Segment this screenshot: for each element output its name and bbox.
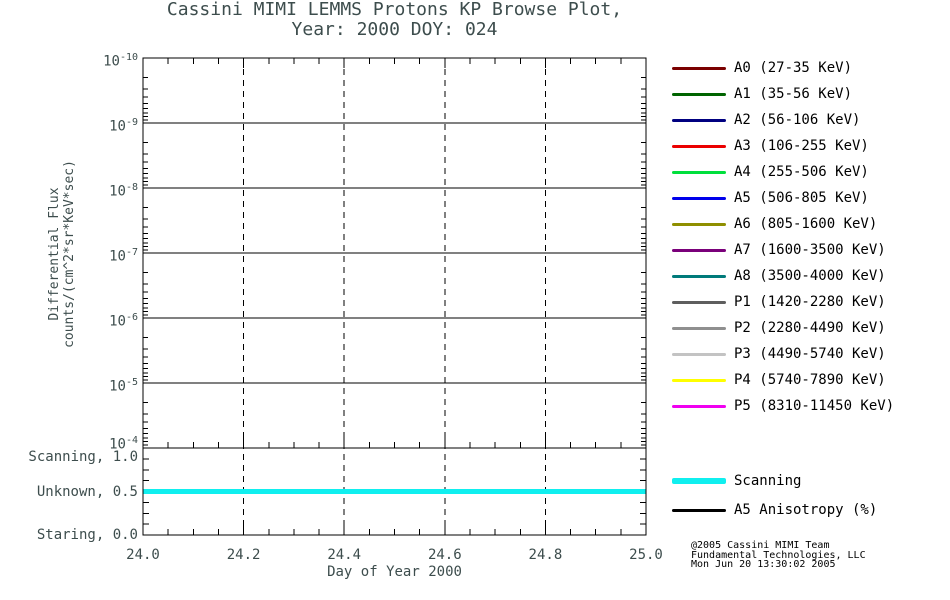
legend-label: A0 (27-35 KeV): [734, 60, 853, 76]
legend: A0 (27-35 KeV) A1 (35-56 KeV) A2 (56-106 K…: [672, 55, 894, 419]
legend-line-swatch: [672, 352, 726, 356]
legend-line-swatch: [672, 118, 726, 122]
x-axis-title: Day of Year 2000: [327, 564, 462, 580]
plot-frame: [142, 57, 647, 536]
y-axis-title-line2: counts/(cm^2*sr*KeV*sec): [62, 160, 77, 348]
legend-line-swatch: [672, 326, 726, 330]
plot-title-line1: Cassini MIMI LEMMS Protons KP Browse Plo…: [166, 0, 623, 20]
legend-item: A2 (56-106 KeV): [672, 107, 894, 133]
y-tick-label: 10-6: [109, 312, 138, 330]
legend-label: A4 (255-506 KeV): [734, 164, 869, 180]
legend-label: A7 (1600-3500 KeV): [734, 242, 886, 258]
copyright: @2005 Cassini MIMI Team Fundamental Tech…: [691, 541, 866, 570]
legend-item: A1 (35-56 KeV): [672, 81, 894, 107]
x-tick-label: 24.8: [528, 547, 563, 563]
legend-label: A3 (106-255 KeV): [734, 138, 869, 154]
legend-item: A7 (1600-3500 KeV): [672, 237, 894, 263]
mode-axis-ticks: [143, 458, 646, 525]
copyright-line2: Fundamental Technologies, LLC: [691, 549, 866, 561]
legend-label: A1 (35-56 KeV): [734, 86, 853, 102]
legend-label: P2 (2280-4490 KeV): [734, 320, 886, 336]
legend-label: P5 (8310-11450 KeV): [734, 398, 895, 414]
legend-item: P3 (4490-5740 KeV): [672, 341, 894, 367]
legend-line-swatch: [672, 404, 726, 408]
legend-line-swatch: [672, 274, 726, 278]
y-tick-label: 10-7: [109, 247, 138, 265]
legend-line-swatch: [672, 478, 726, 484]
legend-line-swatch: [672, 170, 726, 174]
legend-label: A8 (3500-4000 KeV): [734, 268, 886, 284]
copyright-line3: Mon Jun 20 13:30:02 2005: [691, 559, 836, 570]
copyright-line1: @2005 Cassini MIMI Team: [691, 540, 830, 551]
legend-item: A6 (805-1600 KeV): [672, 211, 894, 237]
y-tick-label: 10-4: [109, 435, 138, 453]
plot-title-line2: Year: 2000 DOY: 024: [291, 19, 498, 40]
legend-item: P1 (1420-2280 KeV): [672, 289, 894, 315]
legend-line-swatch: [672, 508, 726, 512]
vertical-gridlines: [243, 58, 546, 535]
legend-line-swatch: [672, 66, 726, 70]
legend-label: A5 (506-805 KeV): [734, 190, 869, 206]
legend-label: P1 (1420-2280 KeV): [734, 294, 886, 310]
x-tick-label: 24.4: [327, 547, 362, 563]
legend-item: A0 (27-35 KeV): [672, 55, 894, 81]
legend-item: P2 (2280-4490 KeV): [672, 315, 894, 341]
plot-title: Cassini MIMI LEMMS Protons KP Browse Plo…: [0, 0, 789, 40]
x-tick-label: 24.0: [126, 547, 160, 563]
legend-item: Scanning: [672, 468, 877, 494]
x-tick-label: 25.0: [629, 547, 663, 563]
y-tick-label: 10-8: [109, 182, 138, 200]
legend-label: A5 Anisotropy (%): [734, 502, 878, 518]
mode-tick-label: Unknown, 0.5: [36, 483, 138, 500]
legend-line-swatch: [672, 144, 726, 148]
legend-line-swatch: [672, 248, 726, 252]
y-axis-title-line1: Differential Flux: [47, 187, 62, 321]
mode-tick-label: Staring, 0.0: [36, 527, 138, 543]
y-tick-label: 10-9: [109, 117, 138, 135]
legend-label: A2 (56-106 KeV): [734, 112, 861, 128]
horizontal-gridlines: [143, 122, 646, 449]
legend-line-swatch: [672, 378, 726, 382]
legend-item: P4 (5740-7890 KeV): [672, 367, 894, 393]
legend-line-swatch: [672, 196, 726, 200]
legend-item: A5 Anisotropy (%): [672, 497, 877, 523]
y-tick-label: 10-5: [109, 377, 138, 395]
legend-line-swatch: [672, 92, 726, 96]
legend-item: A8 (3500-4000 KeV): [672, 263, 894, 289]
x-tick-label: 24.2: [226, 547, 261, 563]
mode-tick-label: Scanning, 1.0: [28, 449, 138, 465]
x-axis-ticks: [167, 58, 622, 535]
y-tick-label: 10-10: [103, 52, 138, 70]
legend-label: P4 (5740-7890 KeV): [734, 372, 886, 388]
legend-label: P3 (4490-5740 KeV): [734, 346, 886, 362]
y-axis-log-ticks: [143, 77, 646, 446]
legend-line-swatch: [672, 300, 726, 304]
mode-legend: Scanning A5 Anisotropy (%): [672, 468, 877, 523]
x-tick-label: 24.6: [427, 547, 462, 563]
legend-item: A4 (255-506 KeV): [672, 159, 894, 185]
legend-label: Scanning: [734, 473, 802, 489]
legend-item: A5 (506-805 KeV): [672, 185, 894, 211]
y-axis-title: Differential Flux counts/(cm^2*sr*KeV*se…: [47, 59, 77, 449]
legend-line-swatch: [672, 222, 726, 226]
legend-item: P5 (8310-11450 KeV): [672, 393, 894, 419]
legend-label: A6 (805-1600 KeV): [734, 216, 878, 232]
legend-item: A3 (106-255 KeV): [672, 133, 894, 159]
